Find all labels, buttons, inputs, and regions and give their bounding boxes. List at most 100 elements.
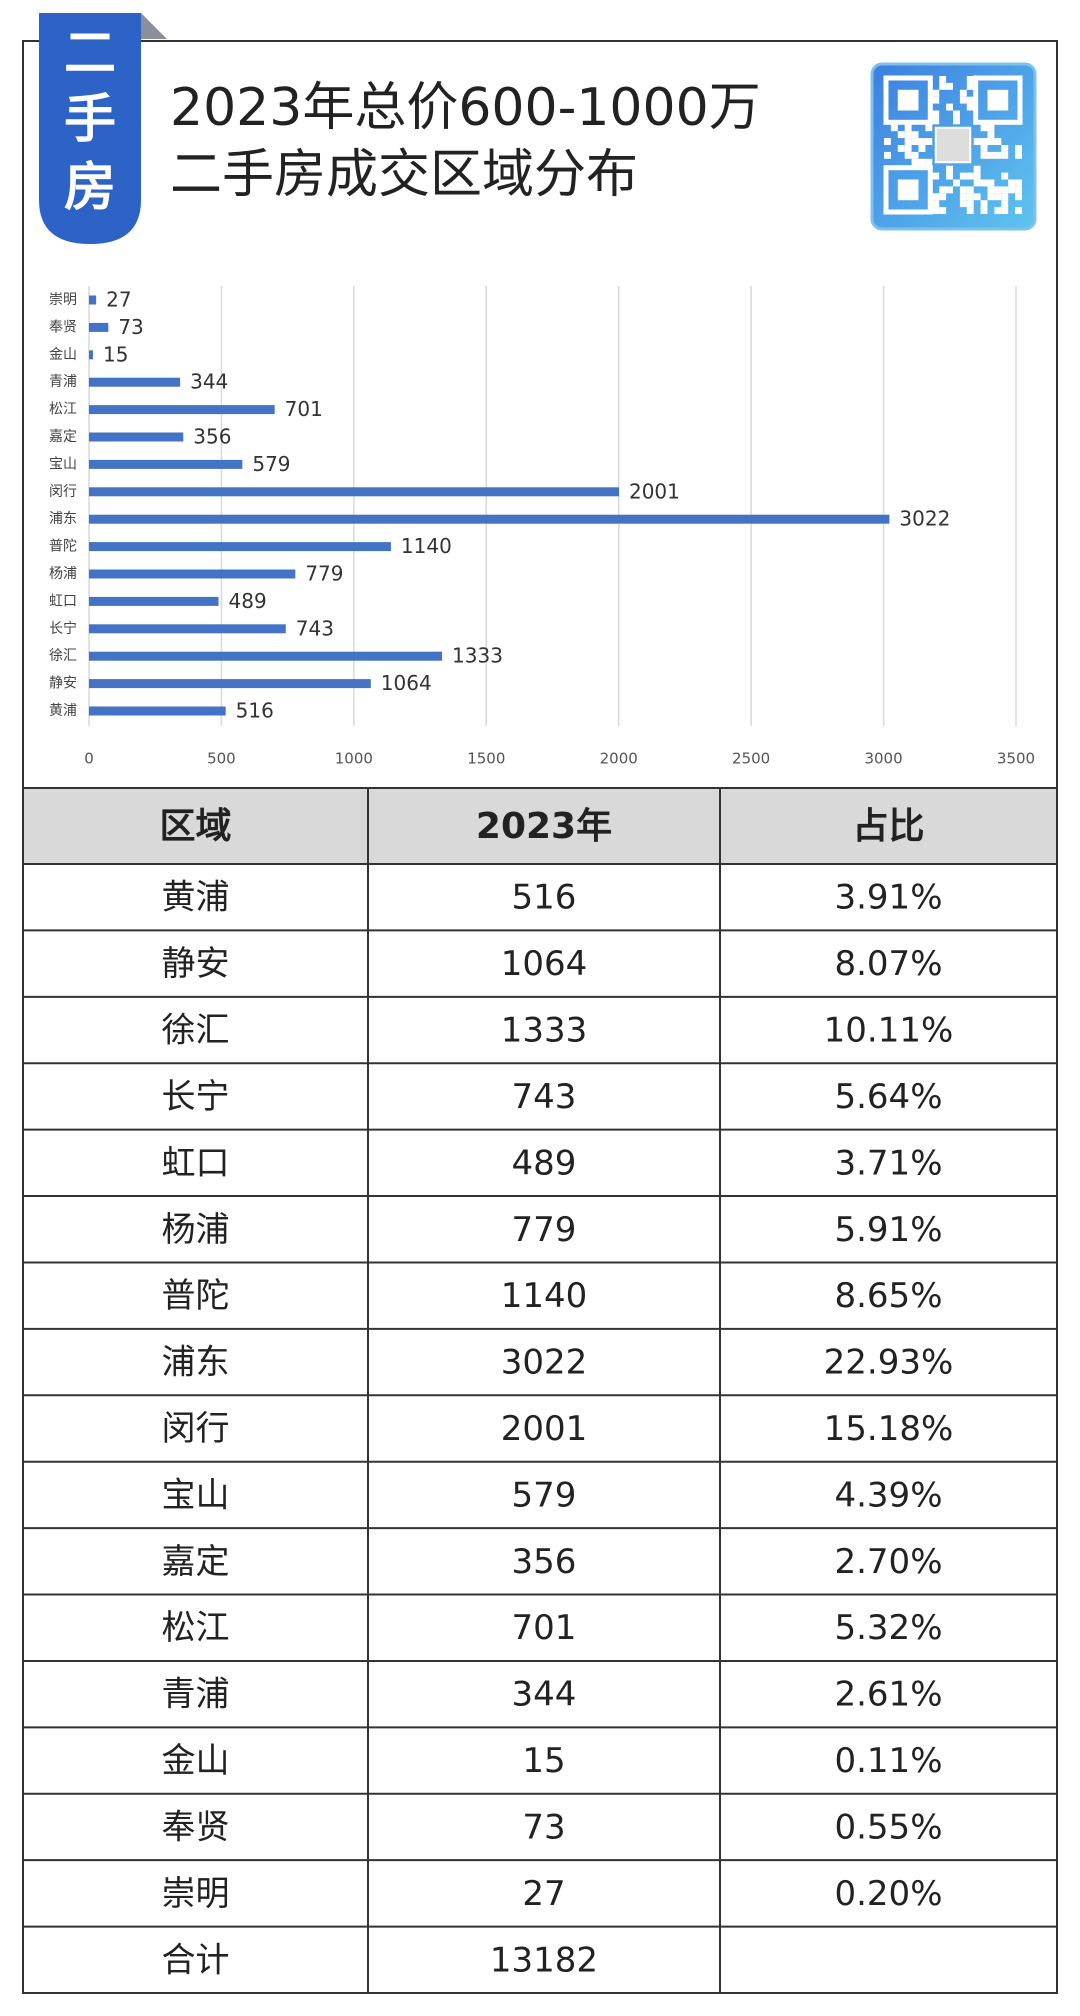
qr-cell — [1001, 172, 1009, 180]
x-tick-label: 500 — [207, 750, 236, 768]
qr-cell — [987, 131, 995, 139]
qr-cell — [987, 124, 995, 132]
qr-cell — [1015, 186, 1022, 194]
qr-cell — [904, 145, 912, 152]
qr-cell — [980, 207, 988, 214]
table-cell: 5.64% — [834, 1077, 942, 1117]
qr-cell — [939, 76, 947, 83]
qr-cell — [939, 193, 947, 201]
table-cell: 743 — [512, 1077, 577, 1117]
table-cell: 松江 — [162, 1608, 230, 1648]
qr-cell — [925, 158, 933, 166]
y-tick-label: 浦东 — [49, 511, 77, 527]
qr-cell — [1001, 200, 1009, 208]
table-cell: 金山 — [162, 1741, 230, 1781]
qr-cell — [897, 145, 905, 152]
y-tick-label: 闵行 — [49, 484, 77, 500]
qr-cell — [925, 124, 933, 132]
table-cell: 青浦 — [162, 1675, 230, 1715]
value-label: 579 — [252, 452, 290, 476]
qr-cell — [1015, 207, 1022, 214]
qr-cell — [994, 151, 1002, 159]
qr-cell — [911, 158, 919, 166]
y-tick-label: 松江 — [49, 402, 77, 418]
bar — [89, 377, 181, 387]
table-cell: 2.70% — [834, 1542, 942, 1582]
qr-cell — [932, 96, 940, 104]
y-tick-label: 长宁 — [49, 620, 77, 637]
qr-cell — [918, 138, 926, 145]
table-cell: 3022 — [501, 1343, 588, 1383]
badge — [39, 13, 141, 244]
table-cell: 奉贤 — [162, 1807, 230, 1847]
qr-cell — [932, 193, 940, 201]
qr-cell — [980, 200, 988, 208]
qr-avatar — [934, 126, 972, 164]
table-cell: 344 — [512, 1675, 577, 1715]
qr-finder — [973, 75, 1023, 125]
bar — [89, 350, 93, 360]
table-cell: 闵行 — [162, 1409, 230, 1449]
qr-cell — [946, 165, 953, 173]
table-cell: 701 — [512, 1608, 577, 1648]
qr-cell — [980, 179, 988, 187]
qr-cell — [994, 193, 1002, 201]
table-cell: 8.65% — [834, 1276, 942, 1316]
value-label: 779 — [305, 562, 343, 586]
qr-cell — [904, 124, 912, 132]
table-cell: 黄浦 — [162, 878, 230, 918]
table-cell: 宝山 — [162, 1475, 230, 1515]
qr-cell — [946, 172, 953, 180]
qr-cell — [911, 138, 919, 145]
qr-cell — [980, 145, 988, 152]
table-cell: 516 — [512, 878, 577, 918]
qr-cell — [966, 186, 974, 194]
qr-cell — [1001, 207, 1009, 214]
qr-finder — [987, 89, 1009, 111]
value-label: 1064 — [381, 671, 432, 695]
table-cell: 579 — [512, 1475, 577, 1515]
x-tick-label: 3000 — [864, 750, 902, 768]
table-cell: 5.32% — [834, 1608, 942, 1648]
value-label: 1140 — [401, 534, 452, 558]
qr-cell — [918, 145, 926, 152]
value-label: 73 — [118, 315, 143, 339]
bar — [89, 487, 619, 497]
table-cell: 10.11% — [824, 1011, 954, 1051]
qr-finder — [897, 89, 919, 111]
qr-cell — [904, 138, 912, 145]
qr-cell — [966, 200, 974, 208]
qr-cell — [925, 138, 933, 145]
qr-cell — [946, 186, 953, 194]
table-cell: 8.07% — [834, 944, 942, 984]
x-tick-label: 0 — [84, 750, 94, 768]
bar — [89, 432, 184, 442]
y-tick-label: 宝山 — [49, 456, 77, 472]
qr-cell — [966, 82, 974, 90]
table-cell: 0.20% — [834, 1874, 942, 1914]
qr-cell — [932, 200, 940, 208]
qr-cell — [1015, 145, 1022, 152]
table-cell: 浦东 — [162, 1343, 230, 1383]
table-cell: 73 — [522, 1807, 565, 1847]
table-cell: 1140 — [501, 1276, 588, 1316]
y-tick-label: 黄浦 — [49, 702, 77, 719]
badge-fold — [141, 13, 167, 39]
bar — [89, 459, 243, 469]
table-cell: 合计 — [162, 1940, 230, 1980]
column-header: 2023年 — [476, 806, 612, 847]
qr-finder — [883, 75, 933, 125]
y-tick-label: 奉贤 — [49, 319, 77, 335]
badge-char: 房 — [64, 158, 116, 218]
value-label: 3022 — [899, 507, 950, 531]
qr-cell — [959, 172, 967, 180]
table-cell: 嘉定 — [162, 1542, 230, 1582]
table-cell: 1333 — [501, 1011, 588, 1051]
table-cell: 虹口 — [162, 1143, 230, 1183]
title: 2023年总价600-1000万 — [170, 78, 761, 138]
bar — [89, 514, 890, 524]
bar — [89, 624, 286, 634]
qr-cell — [966, 172, 974, 180]
table-cell: 13182 — [490, 1940, 598, 1980]
qr-cell — [966, 96, 974, 104]
